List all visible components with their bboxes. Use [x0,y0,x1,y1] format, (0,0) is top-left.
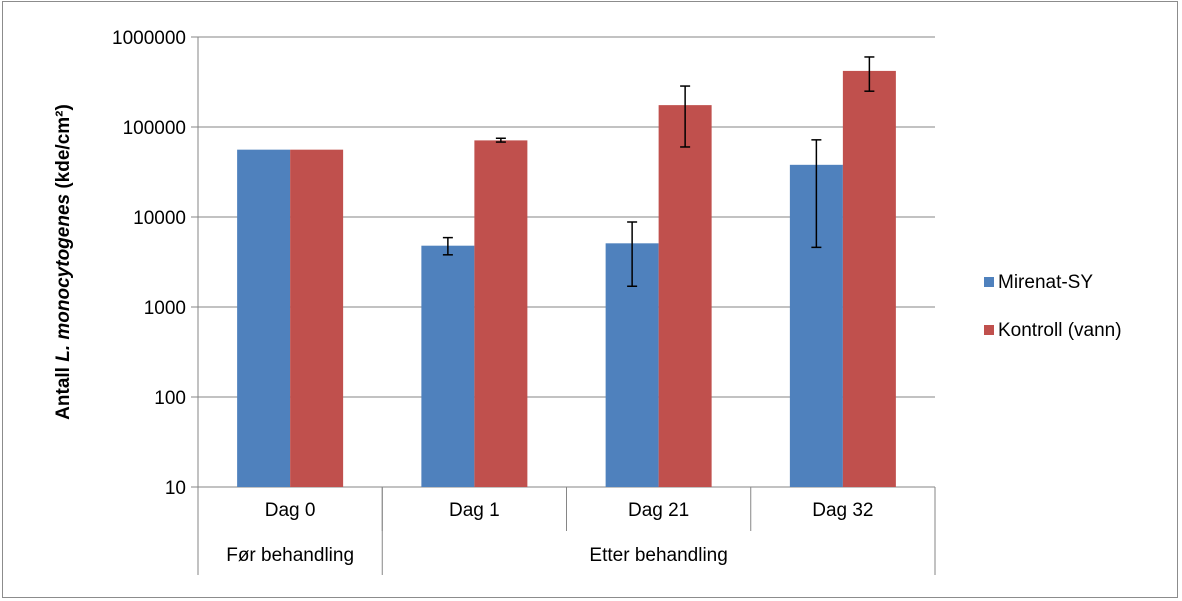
x-tick-labels: Dag 0 Dag 1 Dag 21 Dag 32 Før behandling Ette… [226,500,873,566]
y-tick-label: 100 [154,388,186,409]
x-category-label: Dag 0 [265,500,316,521]
y-axis-label: Antall L. monocytogenes (kde/cm²) [53,104,74,420]
legend: Mirenat-SY Kontroll (vann) [984,272,1122,341]
y-tick-label: 1000000 [112,28,186,49]
bar-mirenat [237,150,290,487]
bar-kontroll [474,140,527,487]
bars [237,71,896,487]
bar-mirenat [421,246,474,487]
bar-kontroll [659,105,712,487]
y-tick-label: 10000 [133,208,186,229]
x-category-label: Dag 1 [449,500,500,521]
legend-swatch [984,325,994,335]
x-category-label: Dag 32 [812,500,873,521]
legend-swatch [984,277,994,287]
y-tick-labels: 10 100 1000 10000 100000 1000000 [112,28,186,499]
y-tick-label: 100000 [123,118,186,139]
legend-label: Mirenat-SY [998,272,1093,293]
x-group-label: Før behandling [226,545,354,566]
bar-kontroll [843,71,896,487]
y-tick-label: 10 [165,478,186,499]
legend-label: Kontroll (vann) [998,320,1122,341]
x-category-label: Dag 21 [628,500,689,521]
x-group-label: Etter behandling [589,545,727,566]
y-tick-label: 1000 [144,298,186,319]
bar-kontroll [290,150,343,487]
